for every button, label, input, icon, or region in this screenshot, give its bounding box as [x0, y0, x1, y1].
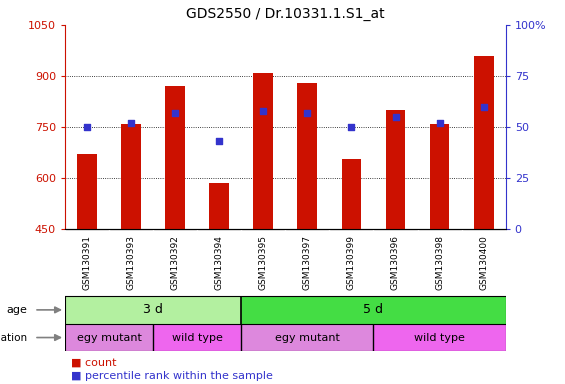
- Text: GSM130399: GSM130399: [347, 235, 356, 290]
- Text: 5 d: 5 d: [363, 303, 384, 316]
- Text: GSM130391: GSM130391: [82, 235, 92, 290]
- Text: GSM130394: GSM130394: [215, 235, 224, 290]
- Point: [435, 120, 444, 126]
- Point: [82, 124, 92, 130]
- Text: GSM130400: GSM130400: [479, 235, 488, 290]
- Text: egy mutant: egy mutant: [77, 333, 141, 343]
- Bar: [241, 296, 506, 324]
- Text: genotype/variation: genotype/variation: [0, 333, 28, 343]
- Bar: [153, 324, 241, 351]
- Point: [171, 109, 180, 116]
- Bar: [297, 83, 318, 229]
- Title: GDS2550 / Dr.10331.1.S1_at: GDS2550 / Dr.10331.1.S1_at: [186, 7, 385, 21]
- Point: [479, 103, 488, 109]
- Text: ■ percentile rank within the sample: ■ percentile rank within the sample: [71, 371, 272, 381]
- Bar: [473, 56, 494, 229]
- Bar: [77, 154, 97, 229]
- Bar: [373, 324, 506, 351]
- Bar: [121, 124, 141, 229]
- Point: [391, 114, 400, 120]
- Text: GSM130396: GSM130396: [391, 235, 400, 290]
- Text: wild type: wild type: [414, 333, 465, 343]
- Text: age: age: [7, 305, 28, 315]
- Point: [215, 138, 224, 144]
- Point: [127, 120, 136, 126]
- Bar: [65, 296, 241, 324]
- Text: GSM130393: GSM130393: [127, 235, 136, 290]
- Bar: [241, 324, 373, 351]
- Bar: [165, 86, 185, 229]
- Bar: [429, 124, 450, 229]
- Bar: [209, 183, 229, 229]
- Text: ■ count: ■ count: [71, 358, 116, 368]
- Point: [303, 109, 312, 116]
- Text: GSM130392: GSM130392: [171, 235, 180, 290]
- Text: 3 d: 3 d: [143, 303, 163, 316]
- Text: wild type: wild type: [172, 333, 223, 343]
- Bar: [65, 324, 153, 351]
- Bar: [341, 159, 362, 229]
- Text: GSM130398: GSM130398: [435, 235, 444, 290]
- Text: egy mutant: egy mutant: [275, 333, 340, 343]
- Point: [259, 108, 268, 114]
- Point: [347, 124, 356, 130]
- Text: GSM130395: GSM130395: [259, 235, 268, 290]
- Bar: [253, 73, 273, 229]
- Text: GSM130397: GSM130397: [303, 235, 312, 290]
- Bar: [385, 110, 406, 229]
